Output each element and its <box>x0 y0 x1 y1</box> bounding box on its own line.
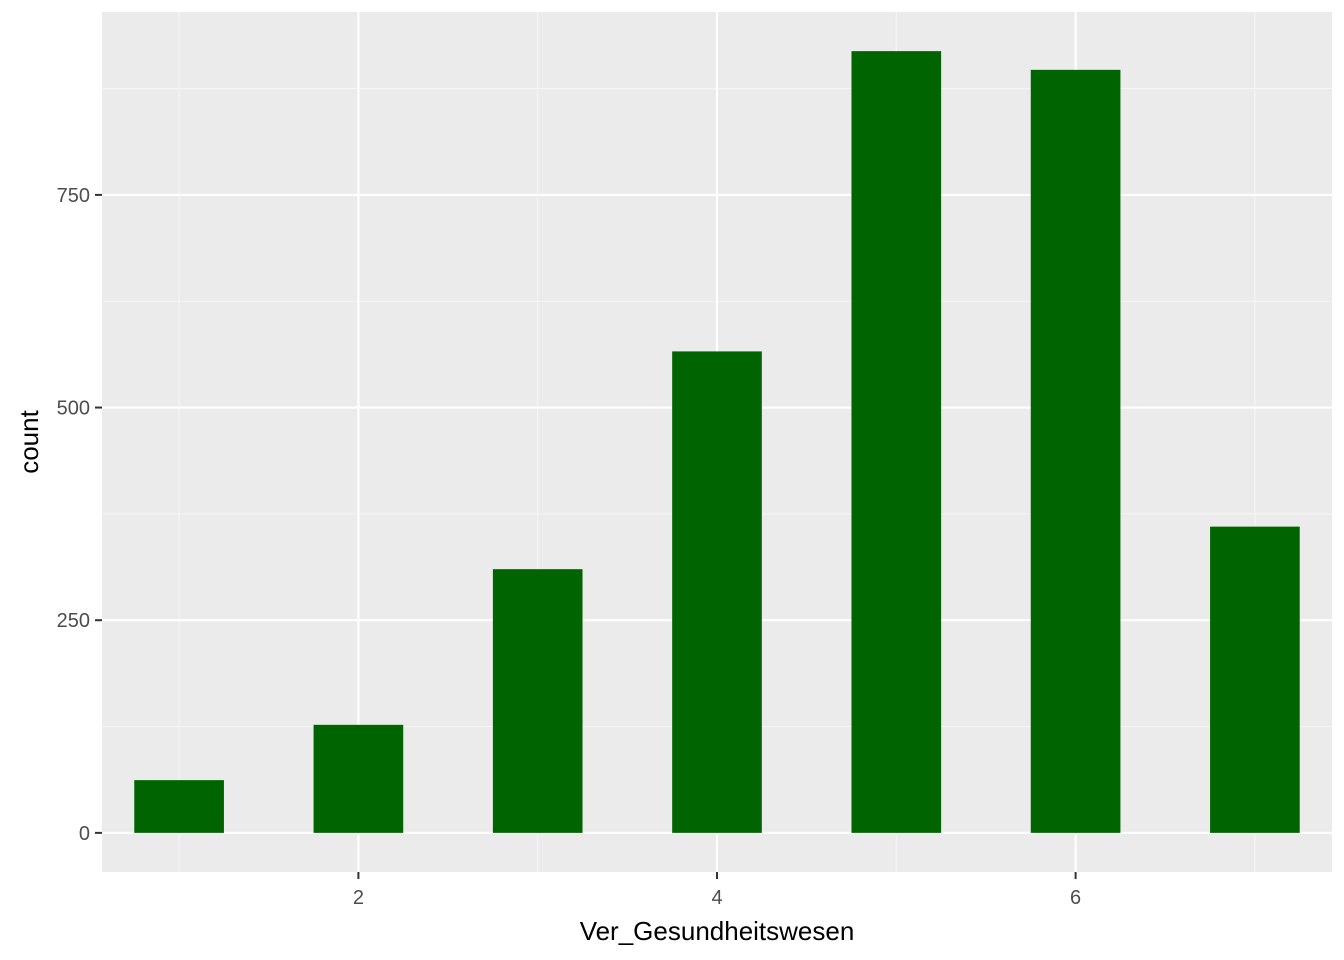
y-tick-label: 500 <box>57 398 90 420</box>
bar <box>313 724 404 833</box>
x-tick-label: 4 <box>711 887 722 909</box>
x-tick-label: 6 <box>1070 887 1081 909</box>
y-axis-title: count <box>14 409 44 473</box>
y-tick-label: 250 <box>57 610 90 632</box>
bar <box>851 51 942 833</box>
bar <box>672 351 762 833</box>
bar <box>1210 526 1300 833</box>
x-axis-title: Ver_Gesundheitswesen <box>580 916 855 946</box>
bars <box>134 51 1300 833</box>
x-tick-label: 2 <box>353 887 364 909</box>
x-axis: 2 4 6 <box>353 872 1081 909</box>
y-tick-label: 750 <box>57 185 90 207</box>
y-axis: 0 250 500 750 <box>57 185 102 845</box>
y-tick-label: 0 <box>79 823 90 845</box>
bar <box>492 569 583 833</box>
bar <box>1030 69 1121 833</box>
bar <box>134 780 224 833</box>
